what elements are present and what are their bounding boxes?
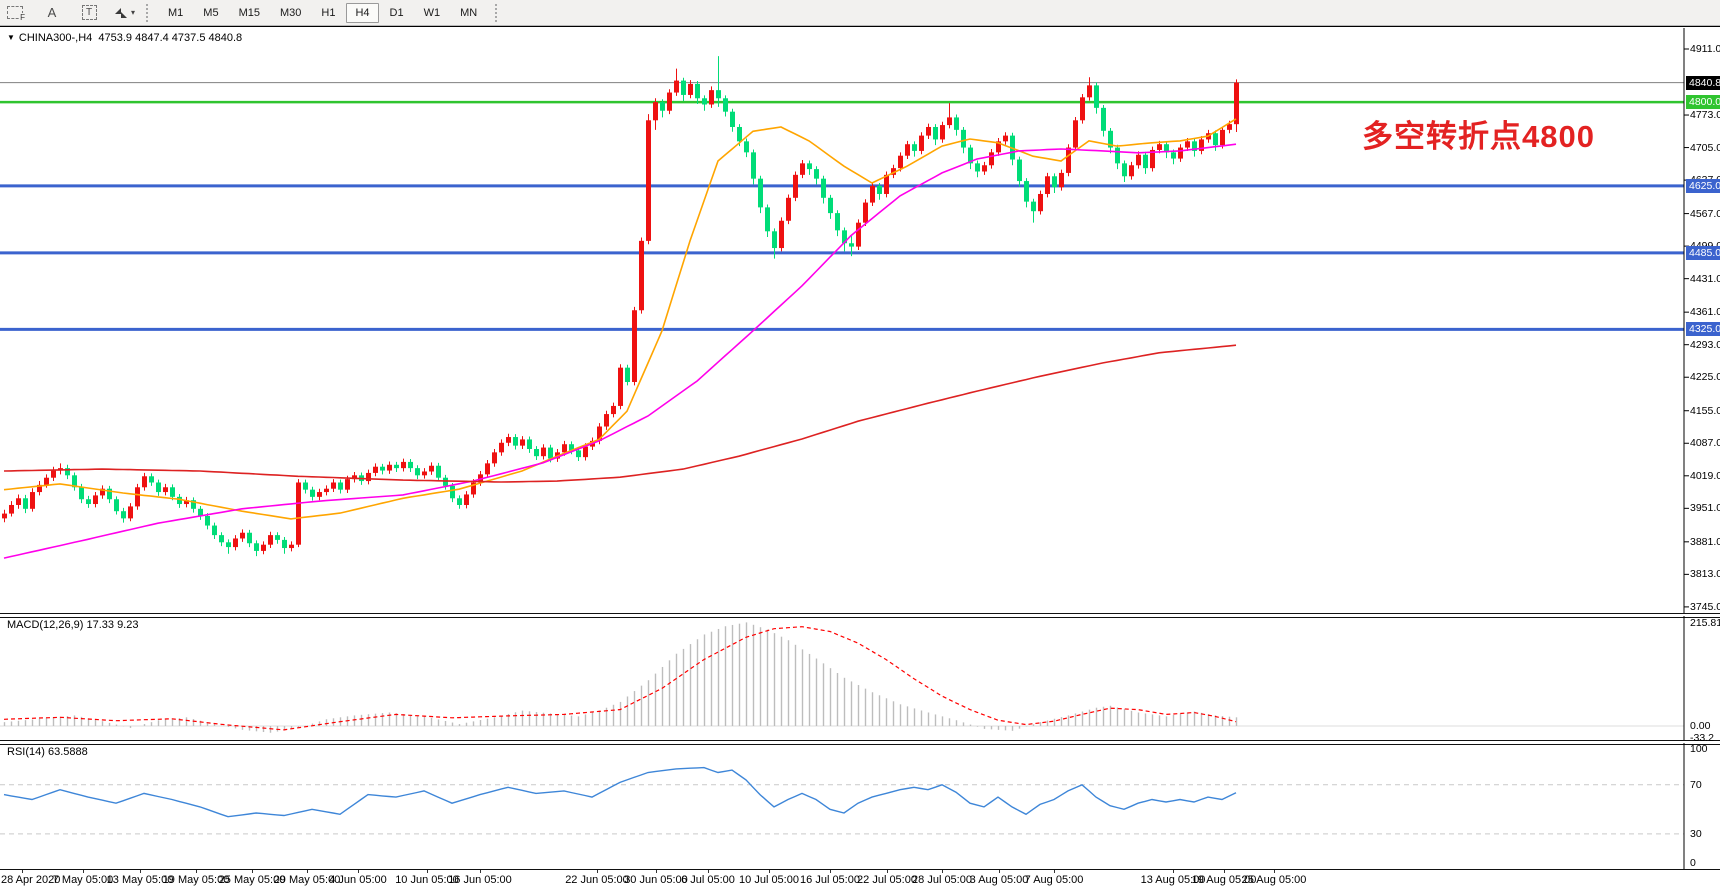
price-badge: 4800.0	[1686, 95, 1720, 110]
date-tick-label: 19 Aug 05:00	[1191, 874, 1257, 886]
arrows-tool-button[interactable]: ▾	[113, 3, 135, 23]
axis-tick-label: 4773.0	[1690, 109, 1720, 122]
date-tick-label: 4 Jun 05:00	[329, 874, 387, 886]
bottom-border	[0, 869, 1720, 870]
axis-tick-label: 3881.0	[1690, 535, 1720, 548]
axis-tick-label: 215.81	[1690, 617, 1720, 629]
date-tick-label: 3 Aug 05:00	[969, 874, 1029, 886]
macd-panel-canvas[interactable]	[0, 616, 1720, 740]
date-tick-label: 10 Jun 05:00	[395, 874, 459, 886]
timeframe-M1-button[interactable]: M1	[168, 6, 184, 19]
axis-tick-label: 4361.0	[1690, 306, 1720, 319]
chart-window: ▼ CHINA300-,H4 4753.9 4847.4 4737.5 4840.…	[0, 26, 1720, 892]
fibo-tool-button[interactable]: F	[4, 3, 26, 23]
date-tick-label: 7 Aug 05:00	[1024, 874, 1084, 886]
price-badge: 4325.0	[1686, 322, 1720, 337]
date-tick-label: 28 Jul 05:00	[912, 874, 972, 886]
date-tick-label: 22 Jul 05:00	[857, 874, 917, 886]
axis-tick-label: 4225.0	[1690, 371, 1720, 384]
price-badge: 4485.0	[1686, 245, 1720, 260]
timeframe-H1-button[interactable]: H1	[321, 6, 336, 19]
axis-tick-label: 0	[1690, 857, 1696, 869]
price-badge: 4625.0	[1686, 178, 1720, 193]
chevron-down-icon: ▾	[131, 8, 136, 17]
axis-tick-label: 3813.0	[1690, 568, 1720, 581]
arrows-icon	[115, 7, 127, 18]
letter-a-icon: A	[47, 5, 57, 20]
date-tick-label: 16 Jul 05:00	[800, 874, 860, 886]
timeframe-M30-button[interactable]: M30	[279, 6, 302, 19]
price-badge: 4840.8	[1686, 75, 1720, 90]
date-tick-label: 29 May 05:00	[273, 874, 341, 886]
date-tick-label: 25 Aug 05:00	[1241, 874, 1307, 886]
axis-tick-label: 4705.0	[1690, 141, 1720, 154]
chart-annotation-text: 多空转折点4800	[1362, 119, 1595, 154]
macd-indicator-label: MACD(12,26,9) 17.33 9.23	[7, 619, 139, 631]
timeframe-H4-button[interactable]: H4	[346, 2, 379, 23]
axis-tick-label: 4087.0	[1690, 437, 1720, 450]
top-toolbar: F A T ▾ M1 M5 M15 M30 H1 H4 D1 W1 MN	[0, 0, 1720, 26]
panel-separator[interactable]	[0, 613, 1720, 618]
axis-tick-label: 3951.0	[1690, 502, 1720, 515]
text-box-icon: T	[81, 5, 97, 20]
timeframe-M15-button[interactable]: M15	[238, 6, 260, 19]
axis-tick-label: 4155.0	[1690, 404, 1720, 417]
date-tick-label: 22 Jun 05:00	[565, 874, 629, 886]
axis-tick-label: 30	[1690, 827, 1702, 840]
date-tick-label: 30 Jun 05:00	[624, 874, 688, 886]
timeframe-W1-button[interactable]: W1	[423, 6, 441, 19]
axis-tick-label: 4019.0	[1690, 469, 1720, 482]
date-tick-label: 6 Jul 05:00	[681, 874, 735, 886]
toolbar-grip[interactable]	[146, 3, 152, 22]
timeframe-M5-button[interactable]: M5	[203, 6, 219, 19]
date-axis[interactable]: 28 Apr 2020 7 May 05:00 13 May 05:00 19 May…	[0, 870, 1720, 892]
axis-tick-label: 3745.0	[1690, 600, 1720, 613]
date-tick-label: 16 Jun 05:00	[448, 874, 512, 886]
text-box-tool-button[interactable]: T	[78, 3, 100, 23]
axis-tick-label: 0.00	[1690, 720, 1711, 732]
fibo-tool-icon: F	[7, 6, 25, 22]
panel-separator-2[interactable]	[0, 740, 1720, 745]
symbol-dropdown-icon[interactable]: ▼	[7, 33, 15, 42]
axis-tick-label: 4911.0	[1690, 43, 1720, 55]
axis-tick-label: 4431.0	[1690, 272, 1720, 285]
date-tick-label: 7 May 05:00	[52, 874, 114, 886]
date-tick-label: 13 May 05:00	[106, 874, 174, 886]
rsi-scale[interactable]: 100 70 30 0	[1685, 743, 1720, 869]
axis-tick-label: 70	[1690, 778, 1702, 791]
date-tick-label: 10 Jul 05:00	[739, 874, 799, 886]
macd-scale[interactable]: 215.81 0.00 -33.2	[1685, 616, 1720, 744]
axis-tick-label: 4293.0	[1690, 338, 1720, 351]
axis-tick-label: -33.2	[1690, 732, 1714, 744]
symbol-ohlc-label[interactable]: ▼ CHINA300-,H4 4753.9 4847.4 4737.5 4840.…	[7, 32, 243, 44]
rsi-indicator-label: RSI(14) 63.5888	[7, 746, 88, 758]
axis-tick-label: 100	[1690, 743, 1708, 755]
date-tick-label: 25 May 05:00	[218, 874, 286, 886]
date-tick-label: 19 May 05:00	[162, 874, 230, 886]
timeframe-MN-button[interactable]: MN	[460, 6, 478, 19]
rsi-panel-canvas[interactable]	[0, 743, 1720, 869]
axis-tick-label: 4567.0	[1690, 207, 1720, 220]
date-tick-label: 28 Apr 2020	[1, 874, 61, 886]
text-label-tool-button[interactable]: A	[41, 3, 63, 23]
price-scale[interactable]: 4911.04773.04705.04637.04567.04499.04431…	[1685, 27, 1720, 869]
toolbar-grip-2[interactable]	[495, 3, 501, 22]
timeframe-D1-button[interactable]: D1	[389, 6, 404, 19]
main-chart-canvas[interactable]	[0, 28, 1720, 613]
date-tick-label: 13 Aug 05:00	[1140, 874, 1206, 886]
